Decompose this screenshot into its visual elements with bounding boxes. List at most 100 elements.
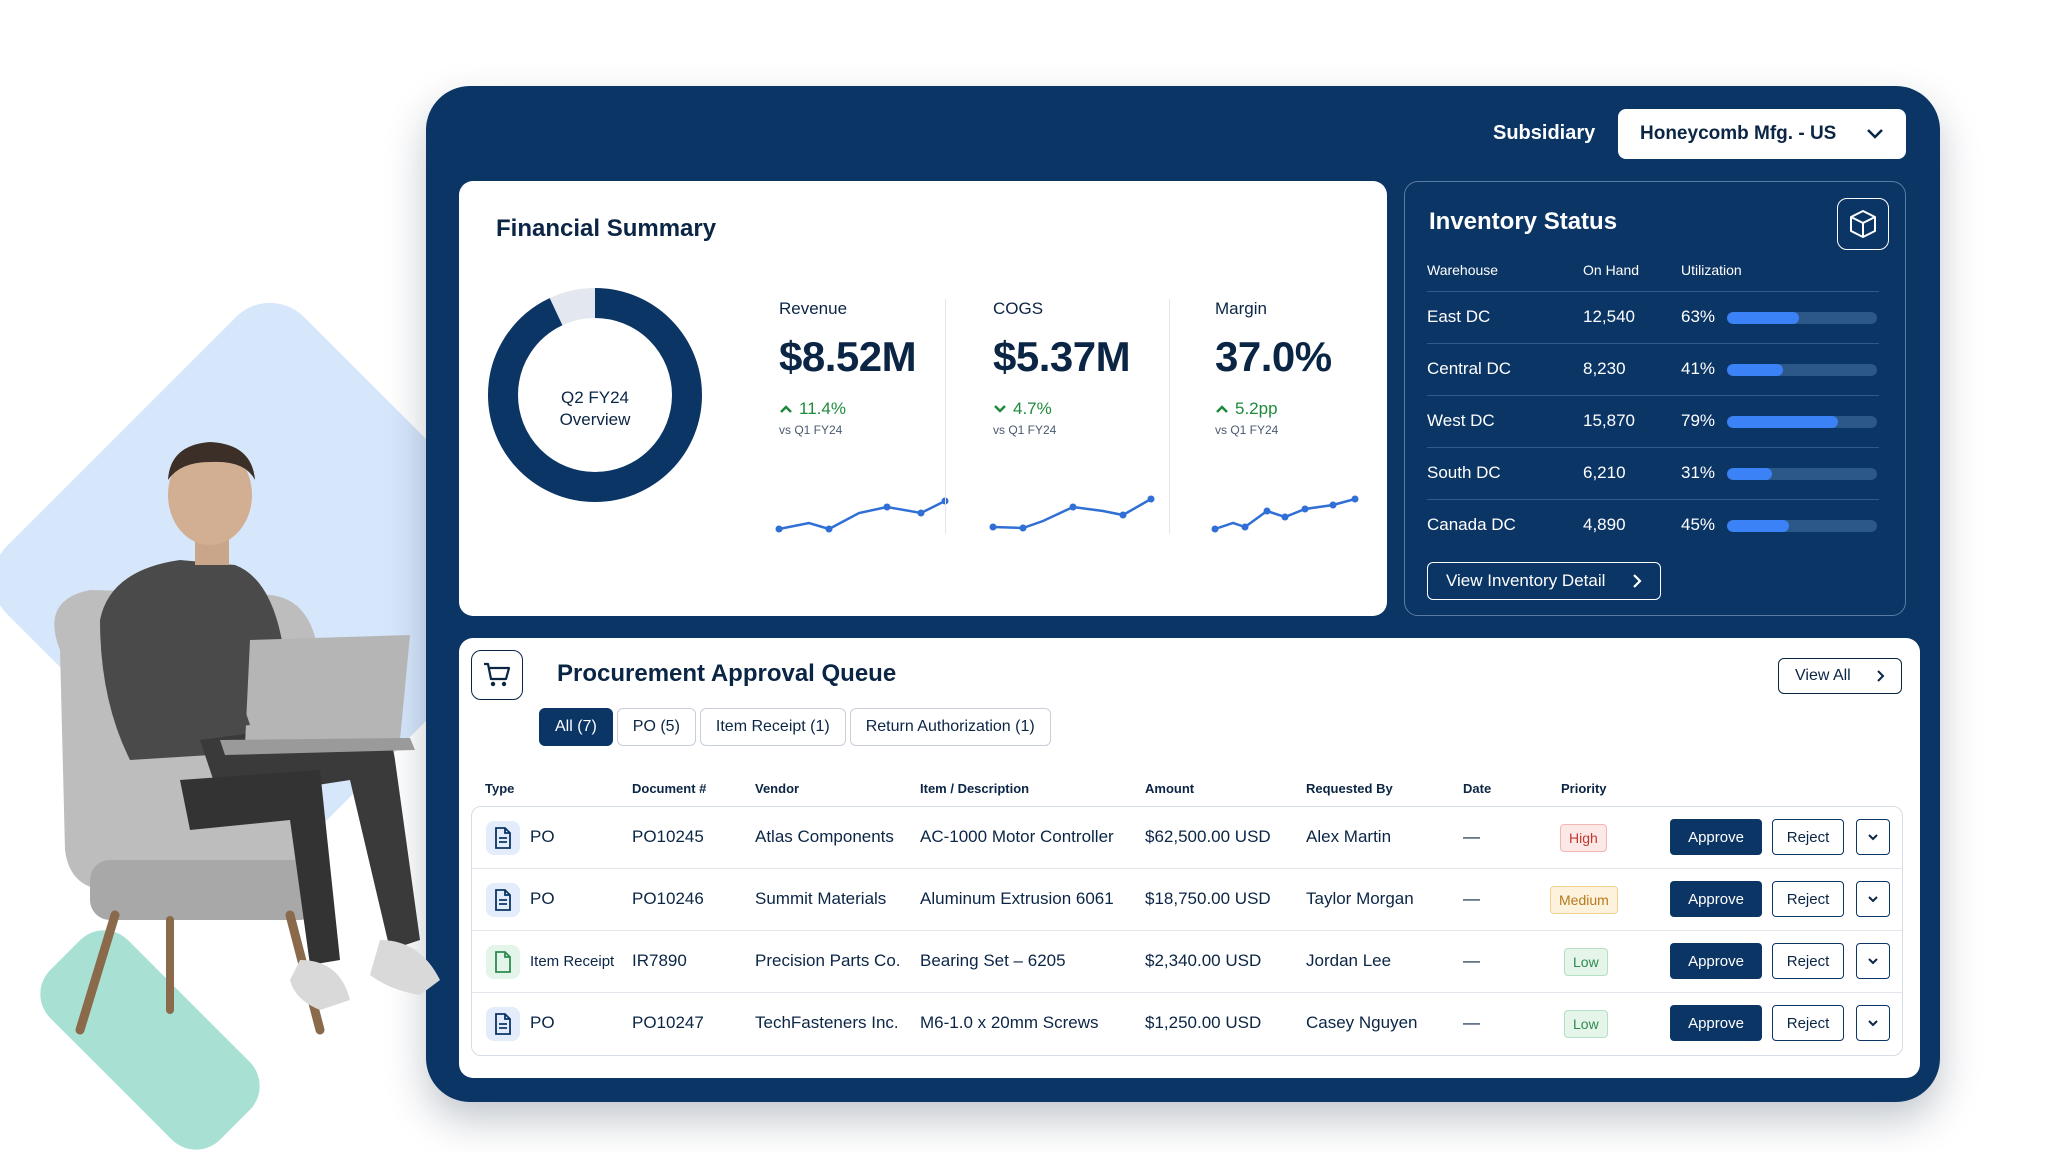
- row-amount: $1,250.00 USD: [1145, 1013, 1262, 1032]
- kpi-delta-value: 4.7%: [1013, 399, 1052, 418]
- kpi-margin: Margin 37.0% 5.2pp vs Q1 FY24: [1211, 299, 1405, 533]
- column-header-requested-by: Requested By: [1306, 781, 1393, 796]
- table-row[interactable]: PO PO10247 TechFasteners Inc. M6-1.0 x 2…: [472, 993, 1902, 1055]
- tab-po[interactable]: PO (5): [616, 708, 696, 746]
- utilization-bar-fill: [1727, 364, 1783, 376]
- kpi-delta-value: 11.4%: [799, 399, 846, 418]
- row-vendor: Summit Materials: [755, 889, 887, 908]
- row-document: PO10246: [632, 889, 704, 908]
- document-icon: [486, 1007, 520, 1041]
- chevron-down-icon: [1868, 834, 1878, 841]
- utilization-bar-fill: [1727, 468, 1772, 480]
- subsidiary-dropdown[interactable]: Honeycomb Mfg. - US: [1618, 109, 1906, 159]
- on-hand-value: 12,540: [1583, 307, 1635, 326]
- warehouse-name: Canada DC: [1427, 515, 1516, 534]
- row-item: M6-1.0 x 20mm Screws: [920, 1013, 1099, 1032]
- row-vendor: Precision Parts Co.: [755, 951, 901, 970]
- kpi-value: $5.37M: [993, 333, 1131, 380]
- inventory-row: East DC 12,540 63%: [1427, 291, 1879, 343]
- kpi-label: Margin: [1215, 299, 1267, 318]
- table-row[interactable]: PO PO10245 Atlas Components AC-1000 Moto…: [472, 807, 1902, 869]
- financial-summary-card: Financial Summary Q2 FY24 Overview Reven…: [459, 181, 1387, 616]
- kpi-label: Revenue: [779, 299, 848, 318]
- approval-table: PO PO10245 Atlas Components AC-1000 Moto…: [471, 806, 1903, 1056]
- quarter-overview-donut: [488, 288, 702, 502]
- view-inventory-detail-button[interactable]: View Inventory Detail: [1427, 562, 1661, 600]
- approve-button[interactable]: Approve: [1670, 881, 1762, 917]
- chevron-down-icon: [1867, 129, 1883, 139]
- row-expand-button[interactable]: [1856, 881, 1890, 917]
- utilization-bar: [1727, 312, 1877, 324]
- row-date: —: [1463, 951, 1480, 970]
- inventory-status-title: Inventory Status: [1429, 208, 1618, 235]
- column-header-vendor: Vendor: [755, 781, 800, 796]
- column-header-document: Document #: [632, 781, 707, 796]
- priority-badge: Low: [1564, 1010, 1608, 1038]
- kpi-compare: vs Q1 FY24: [779, 423, 843, 437]
- reject-button[interactable]: Reject: [1772, 943, 1844, 979]
- shopping-cart-icon: [484, 662, 511, 687]
- row-document: PO10247: [632, 1013, 704, 1032]
- utilization-bar: [1727, 468, 1877, 480]
- warehouse-name: South DC: [1427, 463, 1501, 482]
- chevron-down-icon: [1868, 1020, 1878, 1027]
- margin-sparkline: [1211, 495, 1359, 533]
- inventory-status-card: Inventory Status Warehouse On Hand Utili…: [1404, 181, 1906, 616]
- approve-button[interactable]: Approve: [1670, 1005, 1762, 1041]
- donut-center-label: Q2 FY24 Overview: [487, 387, 703, 431]
- row-type: PO: [530, 889, 555, 908]
- row-expand-button[interactable]: [1856, 819, 1890, 855]
- procurement-title: Procurement Approval Queue: [557, 660, 897, 687]
- row-requested-by: Jordan Lee: [1306, 951, 1392, 970]
- inventory-icon-button[interactable]: [1837, 198, 1889, 250]
- utilization-bar: [1727, 364, 1877, 376]
- row-item: Aluminum Extrusion 6061: [920, 889, 1114, 908]
- utilization-value: 41%: [1681, 359, 1716, 378]
- row-requested-by: Alex Martin: [1306, 827, 1392, 846]
- column-header-date: Date: [1463, 781, 1492, 796]
- kpi-separator: [1169, 299, 1170, 534]
- financial-summary-title: Financial Summary: [496, 215, 717, 242]
- document-icon: [486, 883, 520, 917]
- reject-button[interactable]: Reject: [1772, 881, 1844, 917]
- kpi-delta: 11.4%: [779, 399, 969, 419]
- approve-button[interactable]: Approve: [1670, 819, 1762, 855]
- row-vendor: Atlas Components: [755, 827, 894, 846]
- view-all-button[interactable]: View All: [1778, 658, 1902, 694]
- utilization-value: 45%: [1681, 515, 1716, 534]
- row-document: IR7890: [632, 951, 687, 970]
- utilization-bar-fill: [1727, 416, 1838, 428]
- row-item: AC-1000 Motor Controller: [920, 827, 1114, 846]
- row-date: —: [1463, 827, 1480, 846]
- table-row[interactable]: Item Receipt IR7890 Precision Parts Co. …: [472, 931, 1902, 993]
- kpi-delta: 5.2pp: [1215, 399, 1405, 419]
- priority-badge: Low: [1564, 948, 1608, 976]
- row-date: —: [1463, 889, 1480, 908]
- inventory-col-warehouse: Warehouse: [1427, 262, 1499, 278]
- utilization-value: 63%: [1681, 307, 1716, 326]
- tab-return-authorization[interactable]: Return Authorization (1): [849, 708, 1051, 746]
- row-type: PO: [530, 827, 555, 846]
- approve-button[interactable]: Approve: [1670, 943, 1762, 979]
- kpi-delta-value: 5.2pp: [1235, 399, 1278, 418]
- donut-label-caption: Overview: [559, 410, 631, 429]
- tab-item-receipt[interactable]: Item Receipt (1): [699, 708, 846, 746]
- table-row[interactable]: PO PO10246 Summit Materials Aluminum Ext…: [472, 869, 1902, 931]
- reject-button[interactable]: Reject: [1772, 819, 1844, 855]
- warehouse-name: East DC: [1427, 307, 1491, 326]
- person-with-laptop-illustration: [54, 442, 440, 1035]
- column-header-amount: Amount: [1145, 781, 1195, 796]
- row-expand-button[interactable]: [1856, 1005, 1890, 1041]
- inventory-row: Central DC 8,230 41%: [1427, 343, 1879, 395]
- inventory-row: West DC 15,870 79%: [1427, 395, 1879, 447]
- row-item: Bearing Set – 6205: [920, 951, 1066, 970]
- on-hand-value: 8,230: [1583, 359, 1626, 378]
- kpi-compare: vs Q1 FY24: [993, 423, 1057, 437]
- row-expand-button[interactable]: [1856, 943, 1890, 979]
- reject-button[interactable]: Reject: [1772, 1005, 1844, 1041]
- tab-all[interactable]: All (7): [539, 708, 613, 746]
- subsidiary-label: Subsidiary: [1493, 122, 1596, 144]
- column-header-type: Type: [485, 781, 515, 796]
- utilization-bar: [1727, 416, 1877, 428]
- row-amount: $2,340.00 USD: [1145, 951, 1262, 970]
